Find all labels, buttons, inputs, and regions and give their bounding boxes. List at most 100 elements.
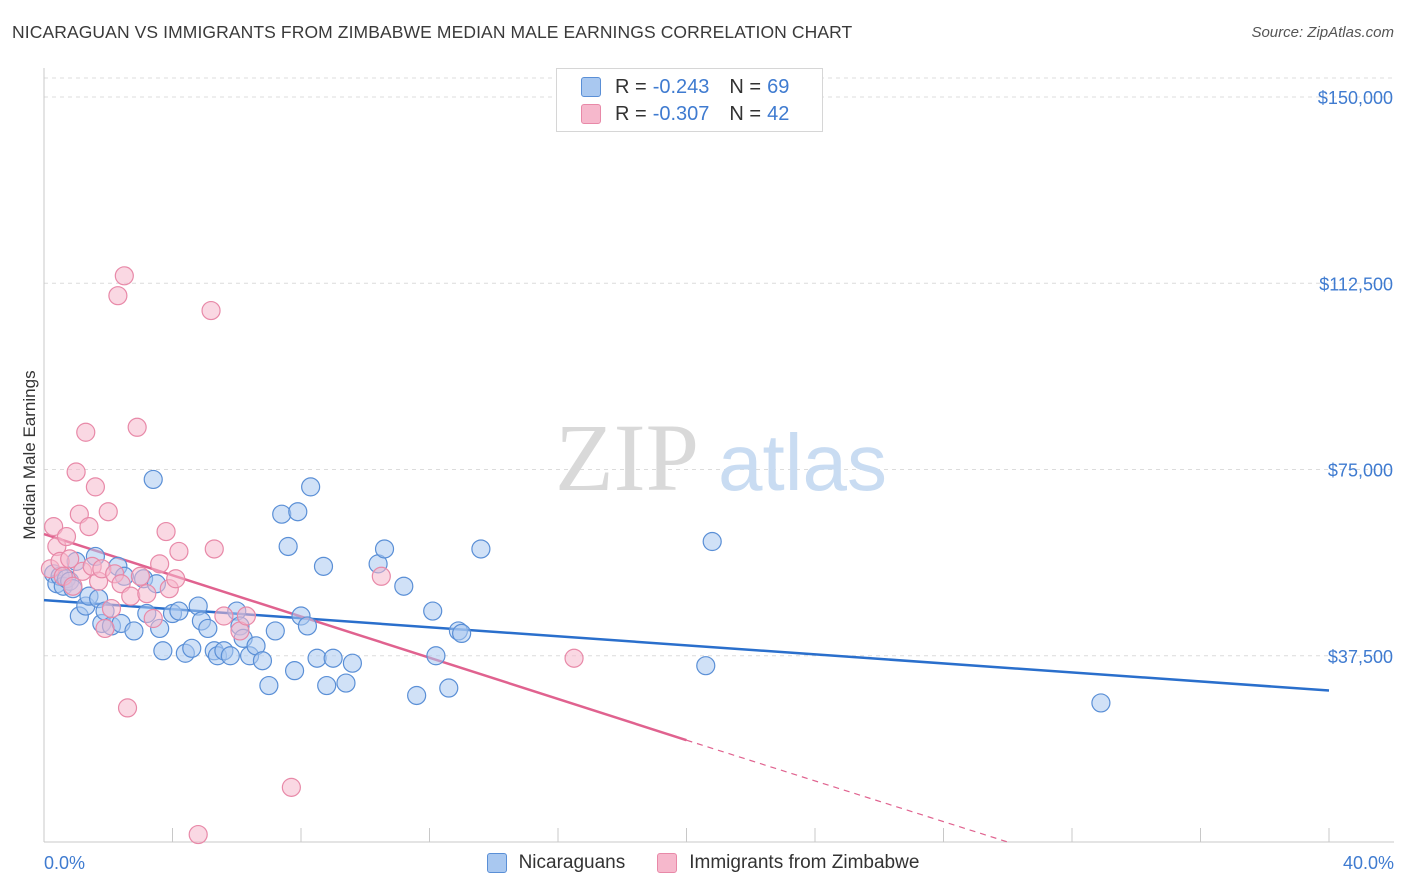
zimbabwe-point	[156, 521, 176, 542]
nicaraguan-point	[278, 536, 298, 557]
nicaraguan-point	[259, 675, 279, 696]
nicaraguan-point	[220, 646, 240, 666]
zimbabwe-point	[66, 462, 86, 482]
source-credit: Source: ZipAtlas.com	[1251, 24, 1394, 41]
series-legend-nicaraguans[interactable]: Nicaraguans	[486, 852, 626, 874]
zimbabwe-point	[204, 539, 224, 559]
nicaraguan-point	[342, 653, 362, 673]
nicaraguan-point	[307, 648, 327, 668]
x-tick-label-max: 40.0%	[1343, 853, 1394, 873]
trend-lines	[43, 532, 1330, 843]
nicaraguan-point	[374, 539, 395, 559]
data-points	[40, 266, 1111, 845]
zimbabwe-point	[371, 566, 391, 586]
nicaraguan-point	[297, 616, 318, 636]
zimbabwe-point	[166, 569, 186, 589]
y-tick-label: $75,000	[1328, 461, 1393, 481]
zimbabwe-point	[281, 777, 301, 797]
y-tick-label: $37,500	[1328, 647, 1393, 667]
nicaraguan-point	[423, 601, 443, 621]
series-label-nicaraguans: Nicaraguans	[518, 852, 626, 873]
nicaraguan-point	[272, 504, 292, 524]
nicaraguan-point	[143, 469, 163, 490]
legend-n-label: N =	[729, 75, 762, 98]
y-tick-label: $112,500	[1319, 274, 1393, 294]
zimbabwe-point	[564, 648, 584, 668]
watermark-zip: ZIP	[555, 404, 699, 511]
nicaraguan-point	[288, 502, 308, 522]
zimbabwe-point	[114, 266, 134, 286]
legend-n-label: N =	[729, 102, 762, 125]
zimbabwe-point	[137, 584, 157, 604]
zimbabwe-point	[76, 422, 96, 442]
series-legend-zimbabwe[interactable]: Immigrants from Zimbabwe	[657, 852, 919, 874]
zimbabwe-point	[127, 417, 147, 437]
nicaraguan-point	[265, 621, 285, 641]
zimbabwe-point	[188, 824, 208, 845]
zimbabwe-point	[98, 502, 118, 522]
nicaraguan-point	[336, 673, 356, 693]
zimbabwe-point	[95, 618, 115, 639]
nicaraguan-point	[198, 618, 218, 639]
nicaraguan-point	[317, 675, 337, 696]
series-label-zimbabwe: Immigrants from Zimbabwe	[689, 852, 920, 873]
legend-row-zimbabwe: R = -0.307 N = 42	[581, 102, 789, 126]
nicaraguan-point	[182, 638, 202, 658]
zimbabwe-point	[101, 598, 122, 619]
nicaraguan-point	[394, 576, 414, 596]
nicaraguan-point	[407, 685, 427, 706]
zimbabwe-point	[60, 549, 80, 569]
chart-title: NICARAGUAN VS IMMIGRANTS FROM ZIMBABWE M…	[12, 22, 853, 42]
zimbabwe-point	[169, 541, 189, 562]
nicaraguan-point	[124, 621, 144, 641]
zimbabwe-point	[121, 586, 141, 606]
zimbabwe-point	[143, 608, 163, 629]
zimbabwe-point	[117, 698, 138, 718]
nicaraguan-point	[284, 661, 305, 681]
nicaraguan-point	[313, 556, 334, 576]
legend-r-label: R =	[615, 75, 647, 98]
nicaraguan-point	[153, 641, 173, 661]
y-tick-label: $150,000	[1318, 88, 1393, 108]
nicaraguan-point	[452, 623, 472, 644]
legend-row-nicaraguans: R = -0.243 N = 69	[581, 75, 789, 99]
series-swatch-blue	[486, 853, 507, 873]
legend-r-value: -0.307	[652, 102, 710, 125]
zimbabwe-point	[150, 554, 170, 574]
axes	[43, 68, 1394, 843]
watermark-atlas: atlas	[718, 418, 887, 507]
nicaraguan-point	[426, 646, 446, 666]
nicaraguan-point	[169, 601, 189, 621]
legend-swatch-blue	[581, 77, 601, 97]
nicaraguan-point	[439, 678, 459, 698]
legend-swatch-pink	[581, 104, 601, 124]
nicaraguan-point	[252, 651, 273, 671]
zimbabwe-point	[44, 517, 64, 537]
zimbabwe-point	[63, 576, 83, 596]
nicaraguan-point	[323, 648, 343, 668]
correlation-legend: R = -0.243 N = 69 R = -0.307 N = 42	[556, 68, 823, 132]
nicaraguan-point	[702, 531, 722, 552]
zimbabwe-point	[56, 526, 77, 547]
nicaraguan-trend-line	[43, 598, 1330, 692]
y-axis-title: Median Male Earnings	[20, 370, 39, 539]
series-legend: Nicaraguans Immigrants from Zimbabwe	[0, 852, 1406, 874]
legend-n-value: 69	[767, 75, 790, 98]
legend-r-label: R =	[615, 102, 647, 125]
y-tick-labels: $37,500 $75,000 $112,500 $150,000	[1318, 88, 1393, 667]
x-tick-labels: 0.0% 40.0%	[44, 853, 1394, 873]
nicaraguan-point	[1091, 693, 1111, 713]
nicaraguan-point	[471, 539, 491, 559]
nicaraguan-point	[696, 656, 716, 676]
zimbabwe-point	[79, 517, 99, 537]
zimbabwe-point	[85, 477, 106, 497]
zimbabwe-point	[108, 286, 128, 306]
legend-r-value: -0.243	[652, 75, 710, 98]
series-swatch-pink	[657, 853, 678, 873]
watermark: ZIP atlas	[555, 404, 887, 511]
nicaraguan-point	[301, 477, 321, 497]
zimbabwe-trend-line	[43, 532, 687, 742]
zimbabwe-point	[130, 566, 150, 586]
zimbabwe-point	[201, 300, 221, 321]
